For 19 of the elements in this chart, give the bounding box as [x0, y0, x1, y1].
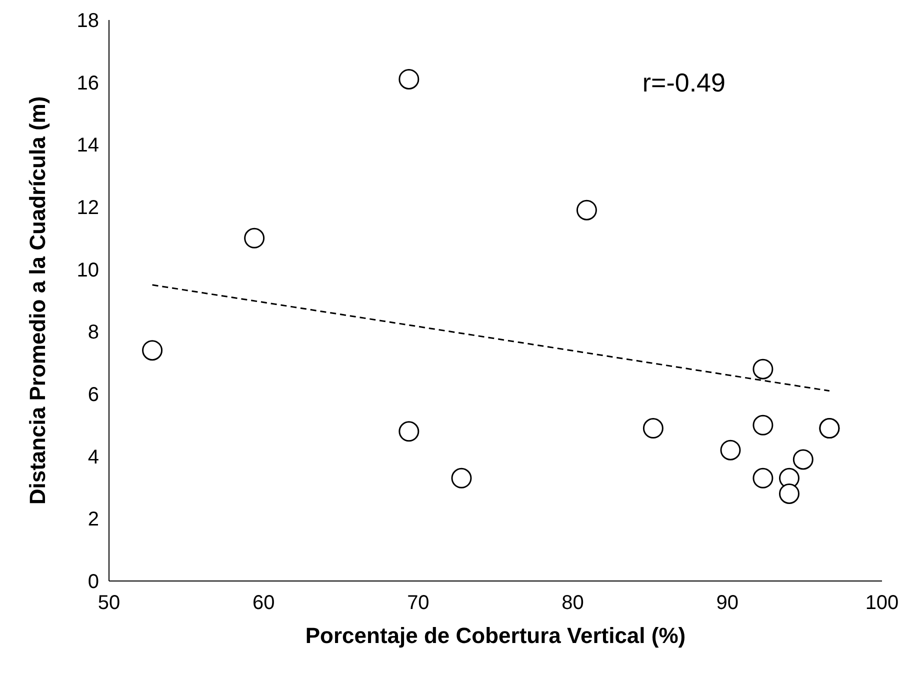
x-tick-label: 90	[716, 592, 739, 614]
x-tick-label: 70	[407, 592, 430, 614]
y-tick-label: 16	[76, 72, 99, 94]
y-tick-label: 2	[88, 508, 99, 531]
x-axis-title: Porcentaje de Cobertura Vertical (%)	[305, 623, 686, 648]
y-tick-label: 4	[88, 446, 99, 468]
x-tick-label: 60	[252, 592, 275, 614]
y-tick-label: 10	[76, 259, 99, 282]
y-tick-label: 8	[88, 322, 99, 344]
y-tick-label: 6	[88, 384, 99, 406]
x-tick-label: 100	[865, 592, 899, 614]
x-tick-label: 80	[562, 592, 584, 614]
y-tick-label: 14	[76, 134, 99, 157]
y-tick-label: 12	[76, 197, 99, 219]
annotation: r=-0.49	[642, 67, 726, 98]
y-tick-label: 18	[76, 10, 99, 32]
x-tick-label: 50	[98, 592, 120, 614]
y-axis-title: Distancia Promedio a la Cuadrícula (m)	[25, 96, 50, 505]
y-tick-label: 0	[88, 571, 99, 593]
